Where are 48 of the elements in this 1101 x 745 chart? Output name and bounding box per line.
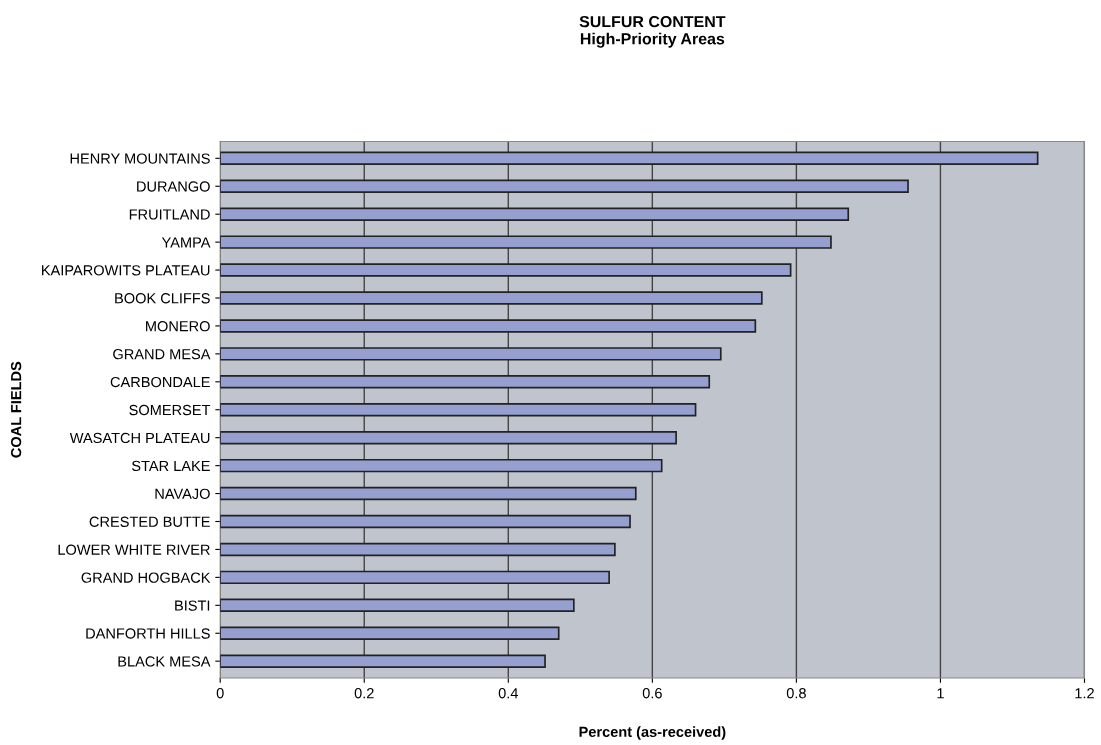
- y-tick-label: GRAND MESA: [113, 348, 211, 360]
- y-tick-label: FRUITLAND: [129, 209, 210, 220]
- x-tick-label: 1.2: [1075, 688, 1094, 699]
- bar: [220, 486, 637, 501]
- bar: [220, 179, 909, 193]
- y-tick-label: NAVAJO: [155, 488, 210, 499]
- bar: [220, 542, 616, 557]
- y-tick-label: CARBONDALE: [110, 376, 210, 388]
- y-tick-label: BLACK MESA: [118, 656, 211, 667]
- y-tick-label: DURANGO: [137, 181, 210, 192]
- x-tick-label: 1: [937, 688, 944, 699]
- bar: [220, 514, 631, 529]
- bar: [220, 291, 763, 305]
- bar: [220, 263, 792, 277]
- y-tick-label: LOWER WHITE RIVER: [58, 544, 210, 555]
- x-tick-label: 0.8: [786, 688, 806, 699]
- y-tick-label: BISTI: [175, 600, 210, 611]
- y-tick-label: SOMERSET: [129, 404, 211, 416]
- bar: [220, 319, 757, 333]
- x-tick-label: 0: [216, 688, 224, 699]
- bar: [220, 654, 546, 668]
- x-tick-label: 0.2: [354, 688, 374, 699]
- y-axis-title: COAL FIELDS: [10, 361, 22, 458]
- bar: [220, 403, 697, 417]
- bar: [220, 598, 575, 613]
- y-tick-label: KAIPAROWITS PLATEAU: [42, 265, 210, 276]
- y-tick-label: CRESTED BUTTE: [89, 516, 210, 527]
- bar: [220, 375, 711, 389]
- bar: [220, 430, 677, 445]
- y-tick-label: DANFORTH HILLS: [86, 628, 210, 639]
- bar: [220, 458, 663, 473]
- x-axis-title: Percent (as-received): [579, 726, 726, 740]
- chart-title: SULFUR CONTENT High-Priority Areas: [579, 15, 726, 48]
- y-tick-label: GRAND HOGBACK: [81, 572, 211, 583]
- bar: [220, 151, 1039, 166]
- y-tick-label: WASATCH PLATEAU: [69, 432, 210, 444]
- y-tick-label: BOOK CLIFFS: [115, 293, 210, 304]
- bar: [220, 570, 610, 585]
- y-tick-label: STAR LAKE: [131, 460, 210, 472]
- x-tick-label: 0.6: [642, 688, 662, 699]
- y-tick-label: HENRY MOUNTAINS: [70, 153, 210, 164]
- bar: [220, 347, 722, 361]
- x-tick-label: 0.4: [498, 688, 519, 699]
- bar: [220, 235, 832, 249]
- y-tick-label: YAMPA: [161, 237, 211, 248]
- bar: [220, 207, 850, 221]
- bar: [220, 626, 560, 640]
- y-tick-label: MONERO: [146, 321, 210, 332]
